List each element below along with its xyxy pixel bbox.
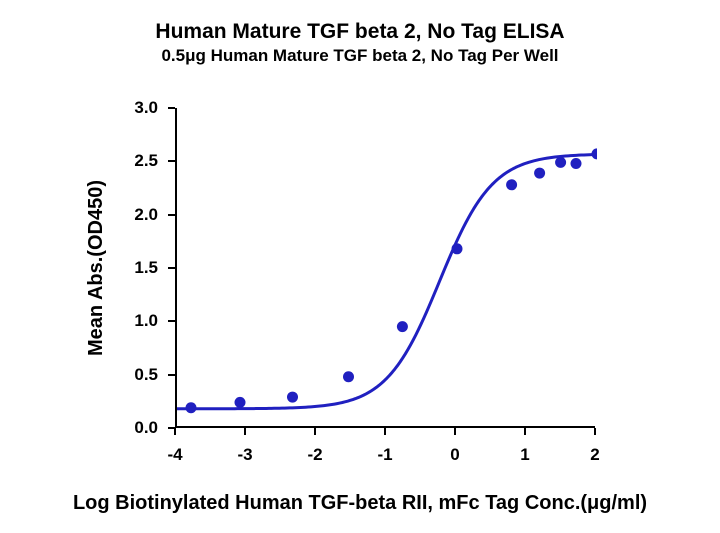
x-tick-label: -2 bbox=[307, 445, 322, 465]
data-point bbox=[452, 243, 463, 254]
x-tick-label: 1 bbox=[520, 445, 529, 465]
data-point bbox=[506, 179, 517, 190]
x-tick bbox=[314, 428, 316, 435]
title-block: Human Mature TGF beta 2, No Tag ELISA 0.… bbox=[0, 20, 720, 66]
data-point bbox=[235, 397, 246, 408]
y-tick bbox=[168, 160, 175, 162]
fit-curve bbox=[177, 155, 597, 409]
data-point bbox=[287, 392, 298, 403]
x-tick-label: 0 bbox=[450, 445, 459, 465]
y-tick-label: 3.0 bbox=[0, 98, 158, 118]
y-tick-label: 2.0 bbox=[0, 205, 158, 225]
chart-title: Human Mature TGF beta 2, No Tag ELISA bbox=[0, 20, 720, 44]
y-tick bbox=[168, 427, 175, 429]
y-tick-label: 0.0 bbox=[0, 418, 158, 438]
data-point bbox=[534, 168, 545, 179]
data-point bbox=[186, 402, 197, 413]
data-point bbox=[343, 371, 354, 382]
x-axis-title: Log Biotinylated Human TGF-beta RII, mFc… bbox=[0, 492, 720, 515]
y-tick bbox=[168, 214, 175, 216]
y-tick-label: 1.5 bbox=[0, 258, 158, 278]
x-tick bbox=[594, 428, 596, 435]
data-point bbox=[555, 157, 566, 168]
y-tick bbox=[168, 107, 175, 109]
y-tick-label: 2.5 bbox=[0, 151, 158, 171]
x-tick-label: -3 bbox=[237, 445, 252, 465]
x-tick bbox=[454, 428, 456, 435]
data-point bbox=[592, 148, 598, 159]
x-tick-label: 2 bbox=[590, 445, 599, 465]
x-tick bbox=[174, 428, 176, 435]
x-tick bbox=[244, 428, 246, 435]
series-svg bbox=[177, 108, 597, 428]
data-point bbox=[571, 158, 582, 169]
x-tick-label: -1 bbox=[377, 445, 392, 465]
x-tick bbox=[524, 428, 526, 435]
x-tick-label: -4 bbox=[167, 445, 182, 465]
y-tick-label: 0.5 bbox=[0, 365, 158, 385]
y-tick bbox=[168, 320, 175, 322]
y-tick bbox=[168, 267, 175, 269]
y-tick-label: 1.0 bbox=[0, 311, 158, 331]
data-point bbox=[397, 321, 408, 332]
x-tick bbox=[384, 428, 386, 435]
plot-area bbox=[175, 108, 595, 428]
chart-subtitle: 0.5μg Human Mature TGF beta 2, No Tag Pe… bbox=[0, 46, 720, 66]
y-tick bbox=[168, 374, 175, 376]
